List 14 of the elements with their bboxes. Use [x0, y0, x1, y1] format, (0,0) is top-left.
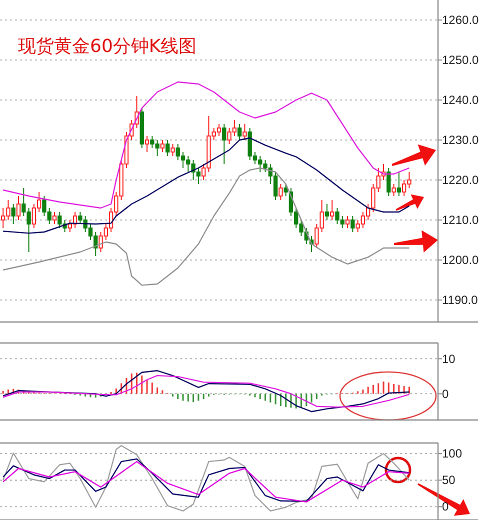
- y-tick-label: 1190.0: [442, 293, 478, 307]
- y-tick-label: 1240.0: [442, 93, 480, 107]
- text: 现货黄金60分钟K线图: [18, 36, 197, 57]
- y-tick-label: 100: [442, 446, 462, 461]
- y-tick-label: 1200.0: [442, 253, 480, 267]
- y-tick-label: 0: [442, 500, 449, 514]
- y-tick-label: 10: [442, 352, 456, 366]
- y-tick-label: 1250.0: [442, 53, 480, 67]
- y-tick-label: 1230.0: [442, 133, 480, 147]
- y-tick-label: 0: [442, 386, 449, 401]
- y-tick-label: 1220.0: [442, 173, 480, 187]
- y-tick-label: 50: [442, 473, 456, 488]
- y-tick-label: 1210.0: [442, 213, 480, 227]
- y-tick-label: 1260.0: [442, 13, 480, 27]
